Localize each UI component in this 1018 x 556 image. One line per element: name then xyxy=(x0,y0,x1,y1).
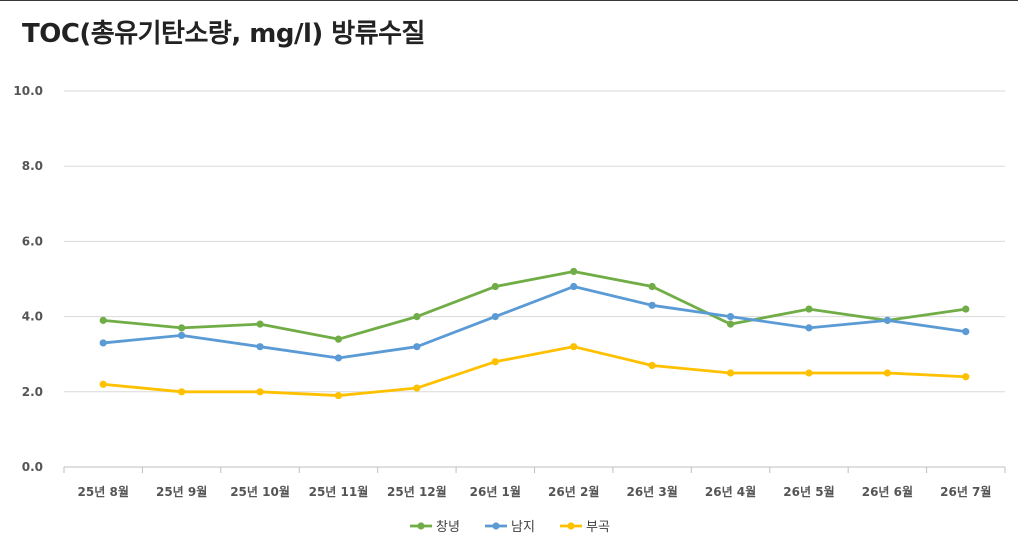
data-point xyxy=(805,369,813,377)
data-point xyxy=(805,324,813,332)
data-point xyxy=(413,384,421,392)
data-point xyxy=(178,331,186,339)
chart-title: TOC(총유기탄소량, mg/l) 방류수질 xyxy=(22,19,425,49)
series-lines xyxy=(99,267,970,400)
data-point xyxy=(334,354,343,362)
legend-item: 남지 xyxy=(485,520,535,535)
y-tick-label: 8.0 xyxy=(22,159,43,173)
x-tick-label: 25년 12월 xyxy=(387,484,447,499)
y-tick-label: 6.0 xyxy=(22,234,43,248)
x-tick-label: 26년 6월 xyxy=(862,484,913,499)
data-point xyxy=(256,343,264,351)
x-tick-label: 26년 5월 xyxy=(783,484,834,499)
data-point xyxy=(99,380,107,388)
data-point xyxy=(334,391,343,400)
series-line xyxy=(101,345,968,397)
series-line xyxy=(101,270,968,341)
data-point xyxy=(178,324,186,332)
data-point xyxy=(334,335,343,343)
data-point xyxy=(256,320,264,328)
x-tick-label: 26년 2월 xyxy=(548,484,599,499)
series-line xyxy=(101,285,968,360)
data-point xyxy=(883,316,891,324)
x-tick-label: 26년 4월 xyxy=(705,484,756,499)
data-point xyxy=(883,369,891,377)
data-point xyxy=(256,388,264,396)
data-point xyxy=(726,369,735,377)
x-tick-label: 25년 9월 xyxy=(156,484,207,499)
data-point xyxy=(726,313,735,321)
data-point xyxy=(962,305,970,313)
data-point xyxy=(99,316,107,324)
data-point xyxy=(570,282,578,291)
data-point xyxy=(570,343,578,351)
data-point xyxy=(648,361,656,370)
legend-label: 부곡 xyxy=(586,520,610,535)
legend-label: 창녕 xyxy=(436,520,460,535)
x-axis xyxy=(63,466,1006,473)
x-tick-label: 26년 1월 xyxy=(470,484,521,499)
legend-label: 남지 xyxy=(511,520,535,535)
y-tick-label: 10.0 xyxy=(13,84,43,98)
x-tick-label: 25년 8월 xyxy=(78,484,129,499)
y-tick-label: 2.0 xyxy=(22,385,43,399)
data-point xyxy=(491,358,499,366)
data-point xyxy=(962,373,970,381)
legend-marker xyxy=(567,522,575,530)
data-point xyxy=(491,282,499,291)
legend-marker xyxy=(417,522,425,530)
y-tick-label: 4.0 xyxy=(22,310,43,324)
data-point xyxy=(570,267,578,276)
gridlines xyxy=(64,90,1005,393)
series-1 xyxy=(99,267,970,343)
data-point xyxy=(962,328,970,336)
y-tick-label: 0.0 xyxy=(22,460,43,474)
data-point xyxy=(648,301,656,309)
series-2 xyxy=(99,282,970,362)
data-point xyxy=(726,320,735,328)
data-point xyxy=(99,339,107,347)
legend-item: 창녕 xyxy=(410,520,460,535)
data-point xyxy=(178,388,186,396)
legend: 창녕 남지 부곡 xyxy=(410,520,610,535)
legend-marker xyxy=(492,522,500,530)
data-point xyxy=(491,313,499,321)
y-axis-ticks: 0.0 2.0 4.0 6.0 8.0 10.0 xyxy=(13,84,43,474)
series-3 xyxy=(99,343,970,400)
x-tick-label: 25년 11월 xyxy=(309,484,369,499)
data-point xyxy=(413,343,421,351)
x-tick-label: 26년 7월 xyxy=(940,484,991,499)
x-tick-label: 26년 3월 xyxy=(626,484,677,499)
data-point xyxy=(648,282,656,291)
x-tick-label: 25년 10월 xyxy=(230,484,290,499)
x-axis-ticks: 25년 8월 25년 9월 25년 10월 25년 11월 25년 12월 26년 1월 2… xyxy=(78,484,992,499)
legend-item: 부곡 xyxy=(560,520,610,535)
data-point xyxy=(413,313,421,321)
data-point xyxy=(805,305,813,313)
